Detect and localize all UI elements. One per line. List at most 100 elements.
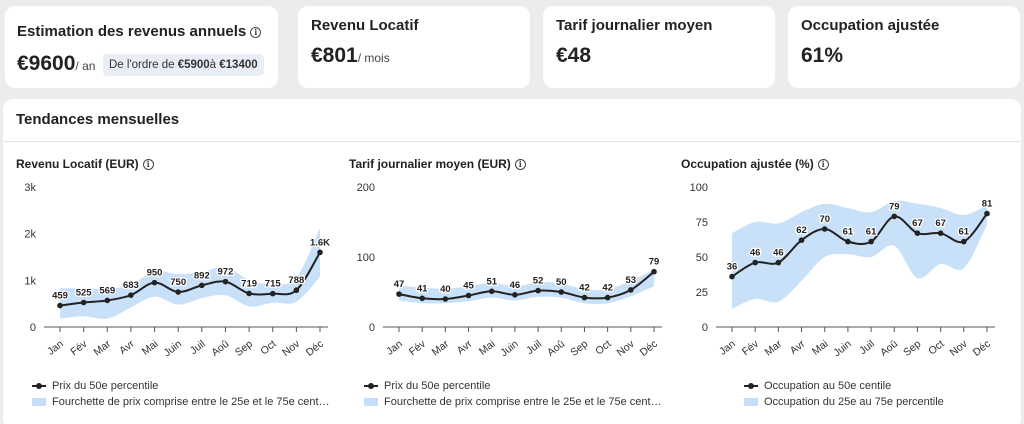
y-tick-label: 50 — [696, 252, 708, 264]
legend-item-band[interactable]: Fourchette de prix comprise entre le 25e… — [32, 394, 332, 410]
data-point — [604, 294, 611, 301]
kpi-value: €801/ mois — [311, 44, 390, 68]
legend-label: Occupation au 50e centile — [764, 380, 892, 392]
data-label: 1.6K — [310, 237, 330, 248]
legend-item-median[interactable]: Prix du 50e percentile — [364, 378, 664, 394]
range-high: €13400 — [219, 59, 258, 71]
band-swatch-icon — [744, 398, 758, 406]
legend-item-band[interactable]: Occupation du 25e au 75e percentile — [744, 394, 1014, 410]
data-label: 36 — [727, 262, 738, 273]
y-tick-label: 2k — [24, 229, 36, 241]
info-icon[interactable]: i — [817, 159, 829, 170]
y-tick-label: 75 — [696, 217, 708, 229]
data-label: 47 — [394, 279, 405, 290]
data-label: 683 — [123, 280, 139, 291]
data-point — [269, 290, 276, 297]
data-label: 892 — [194, 270, 210, 281]
legend-label: Prix du 50e percentile — [384, 380, 491, 392]
data-label: 525 — [76, 288, 93, 299]
data-point — [199, 282, 205, 289]
data-point — [419, 295, 425, 302]
range-badge: De l'ordre de €5900à €13400 — [103, 54, 264, 76]
data-label: 52 — [533, 276, 544, 287]
data-point — [396, 291, 402, 297]
x-tick-label: Mar — [763, 338, 785, 359]
kpi-title: Revenu Locatif — [311, 17, 419, 34]
legend-label: Fourchette de prix comprise entre le 25e… — [384, 396, 664, 408]
kpi-value-text: €9600 — [17, 52, 76, 75]
range-mid: à — [209, 59, 220, 71]
kpi-value: €48 — [556, 44, 591, 68]
data-label: 459 — [52, 291, 68, 302]
legend-occupancy: Occupation au 50e centile Occupation du … — [744, 378, 1014, 410]
kpi-value: €9600/ an — [17, 52, 95, 76]
data-point — [104, 297, 111, 304]
y-tick-label: 100 — [690, 182, 708, 194]
data-point — [628, 287, 634, 293]
x-tick-label: Oct — [926, 338, 946, 358]
data-point — [891, 213, 898, 220]
data-label: 972 — [218, 267, 234, 278]
kpi-title-text: Estimation des revenus annuels — [17, 23, 247, 40]
kpi-value-text: 61% — [801, 44, 844, 67]
chart-title-revenue: Revenu Locatif (EUR) i — [16, 157, 154, 171]
kpi-value: 61% — [801, 44, 843, 68]
x-tick-label: Juil — [857, 338, 877, 357]
data-point — [775, 259, 782, 266]
data-label: 51 — [486, 276, 497, 287]
kpi-card-annual: Estimation des revenus annuels i €9600/ a… — [5, 6, 278, 88]
band-area — [399, 269, 654, 304]
y-tick-label: 0 — [369, 322, 375, 334]
x-tick-label: Jan — [717, 338, 738, 358]
data-point — [57, 302, 63, 309]
x-tick-label: Mai — [810, 338, 831, 358]
data-point — [465, 292, 472, 299]
kpi-card-revenue: Revenu Locatif €801/ mois — [298, 6, 530, 88]
chart-title-text: Occupation ajustée (%) — [681, 157, 814, 171]
kpi-card-daily-rate: Tarif journalier moyen €48 — [543, 6, 775, 88]
kpi-value-text: €801 — [311, 44, 358, 67]
line-marker-icon — [744, 383, 758, 389]
data-point — [293, 287, 300, 294]
legend-item-median[interactable]: Prix du 50e percentile — [32, 378, 332, 394]
legend-item-median[interactable]: Occupation au 50e centile — [744, 378, 1014, 394]
data-label: 53 — [626, 275, 637, 286]
band-swatch-icon — [364, 398, 378, 406]
data-label: 46 — [750, 248, 761, 259]
legend-daily-rate: Prix du 50e percentile Fourchette de pri… — [364, 378, 664, 410]
y-tick-label: 100 — [357, 252, 375, 264]
data-point — [246, 290, 252, 297]
kpi-title: Occupation ajustée — [801, 17, 940, 34]
data-label: 950 — [147, 268, 163, 279]
data-point — [961, 238, 967, 245]
range-low: €5900 — [177, 59, 210, 71]
info-icon[interactable]: i — [514, 159, 526, 170]
data-label: 61 — [866, 227, 877, 238]
data-point — [868, 238, 874, 245]
x-tick-label: Aoû — [878, 338, 900, 359]
info-icon[interactable]: i — [142, 159, 154, 170]
chart-title-text: Tarif journalier moyen (EUR) — [349, 157, 511, 171]
data-point — [317, 249, 323, 256]
data-label: 715 — [265, 279, 282, 290]
section-title: Tendances mensuelles — [16, 111, 180, 128]
data-point — [222, 278, 229, 285]
band-area — [732, 200, 987, 309]
data-label: 569 — [99, 285, 115, 296]
x-tick-label: Avr — [788, 338, 808, 357]
legend-label: Fourchette de prix comprise entre le 25e… — [52, 396, 332, 408]
info-icon[interactable]: i — [250, 27, 262, 38]
data-point — [442, 296, 449, 302]
legend-item-band[interactable]: Fourchette de prix comprise entre le 25e… — [364, 394, 664, 410]
data-point — [821, 226, 828, 232]
data-label: 79 — [649, 257, 660, 268]
kpi-title: Estimation des revenus annuels i — [17, 23, 262, 40]
data-point — [535, 287, 541, 294]
y-tick-label: 3k — [24, 182, 36, 194]
data-point — [151, 279, 158, 286]
data-label: 46 — [773, 248, 784, 259]
x-tick-label: Nov — [948, 337, 971, 358]
data-point — [752, 259, 758, 266]
data-point — [937, 230, 944, 236]
